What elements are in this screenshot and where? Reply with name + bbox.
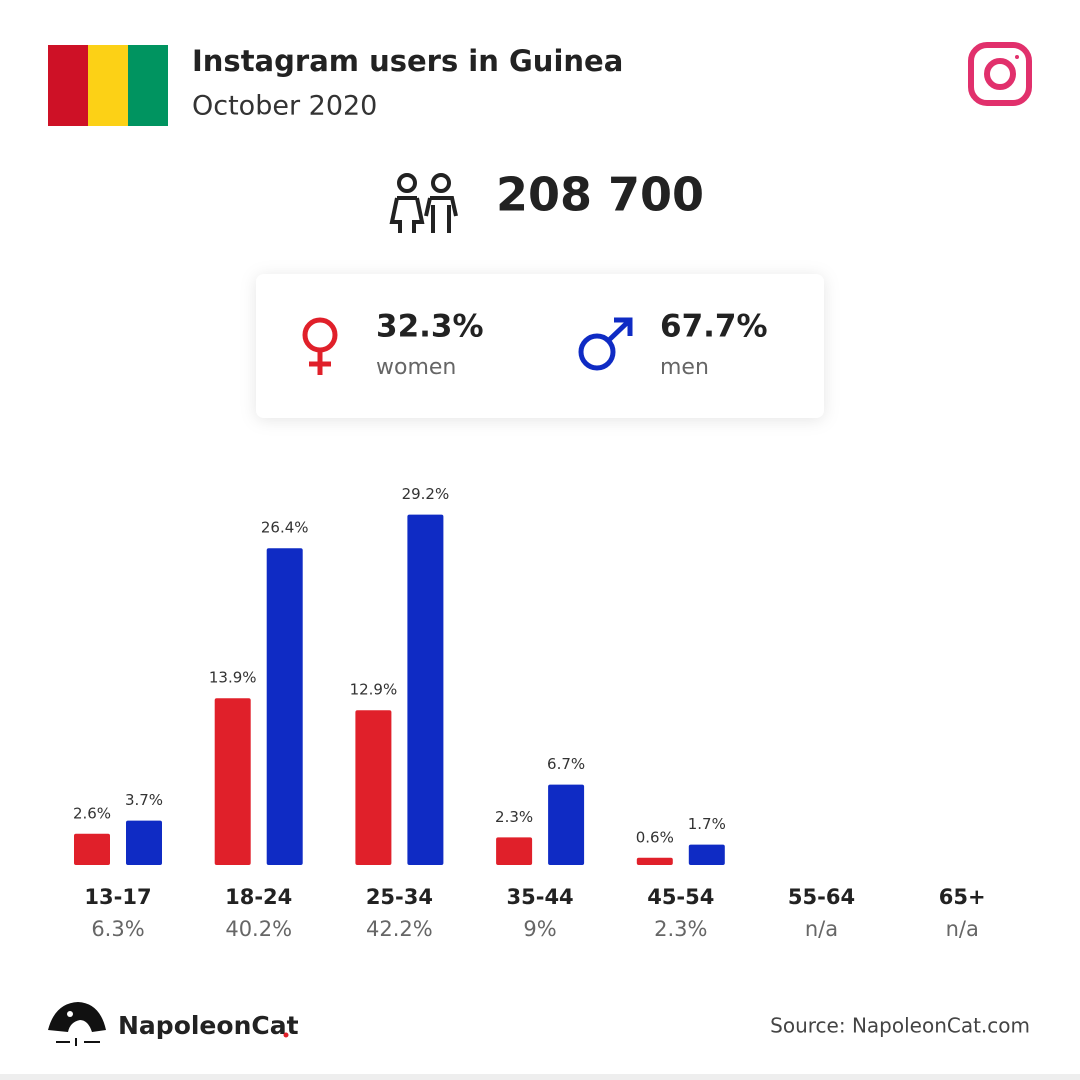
bar bbox=[74, 833, 110, 865]
category-total: 42.2% bbox=[366, 917, 433, 941]
men-label: men bbox=[660, 355, 709, 380]
women-share: 32.3% bbox=[376, 309, 484, 345]
people-icon bbox=[389, 173, 458, 233]
bottom-strip bbox=[0, 1074, 1080, 1080]
bar bbox=[688, 844, 725, 865]
bar bbox=[355, 710, 392, 865]
source: Source: NapoleonCat.com bbox=[770, 1014, 1030, 1038]
bar bbox=[407, 514, 444, 865]
category-label: 65+ bbox=[939, 885, 986, 909]
category-label: 55-64 bbox=[788, 885, 855, 909]
value-label: 2.6% bbox=[73, 804, 111, 822]
category-total: n/a bbox=[805, 917, 838, 941]
category-label: 35-44 bbox=[507, 885, 574, 909]
value-label: 13.9% bbox=[209, 669, 257, 687]
subtitle: October 2020 bbox=[192, 91, 377, 122]
category-label: 25-34 bbox=[366, 885, 433, 909]
brand-name: NapoleonCat bbox=[118, 1011, 299, 1040]
category-label: 18-24 bbox=[225, 885, 292, 909]
category-total: n/a bbox=[946, 917, 979, 941]
bar bbox=[548, 784, 585, 865]
flag bbox=[48, 45, 168, 126]
value-label: 26.4% bbox=[261, 519, 309, 537]
brand-logo bbox=[48, 1002, 106, 1046]
bar bbox=[636, 857, 673, 865]
value-label: 1.7% bbox=[688, 815, 726, 833]
value-label: 0.6% bbox=[636, 828, 674, 846]
value-label: 6.7% bbox=[547, 755, 585, 773]
category-label: 13-17 bbox=[84, 885, 151, 909]
value-label: 2.3% bbox=[495, 808, 533, 826]
bar bbox=[266, 548, 303, 865]
female-symbol bbox=[302, 317, 338, 375]
bar bbox=[496, 837, 533, 865]
male-symbol bbox=[578, 317, 633, 371]
category-total: 9% bbox=[523, 917, 556, 941]
category-total: 40.2% bbox=[225, 917, 292, 941]
men-share: 67.7% bbox=[660, 309, 768, 345]
bar bbox=[126, 820, 162, 865]
total-users: 208 700 bbox=[496, 168, 704, 222]
bar bbox=[214, 698, 251, 865]
category-total: 6.3% bbox=[91, 917, 144, 941]
title: Instagram users in Guinea bbox=[192, 44, 623, 78]
value-label: 29.2% bbox=[402, 485, 450, 503]
brand-dot bbox=[283, 1032, 289, 1038]
instagram-icon bbox=[968, 42, 1032, 106]
women-label: women bbox=[376, 355, 456, 380]
value-label: 12.9% bbox=[350, 681, 398, 699]
value-label: 3.7% bbox=[125, 791, 163, 809]
category-total: 2.3% bbox=[654, 917, 707, 941]
gender-card bbox=[256, 274, 824, 418]
category-label: 45-54 bbox=[647, 885, 714, 909]
